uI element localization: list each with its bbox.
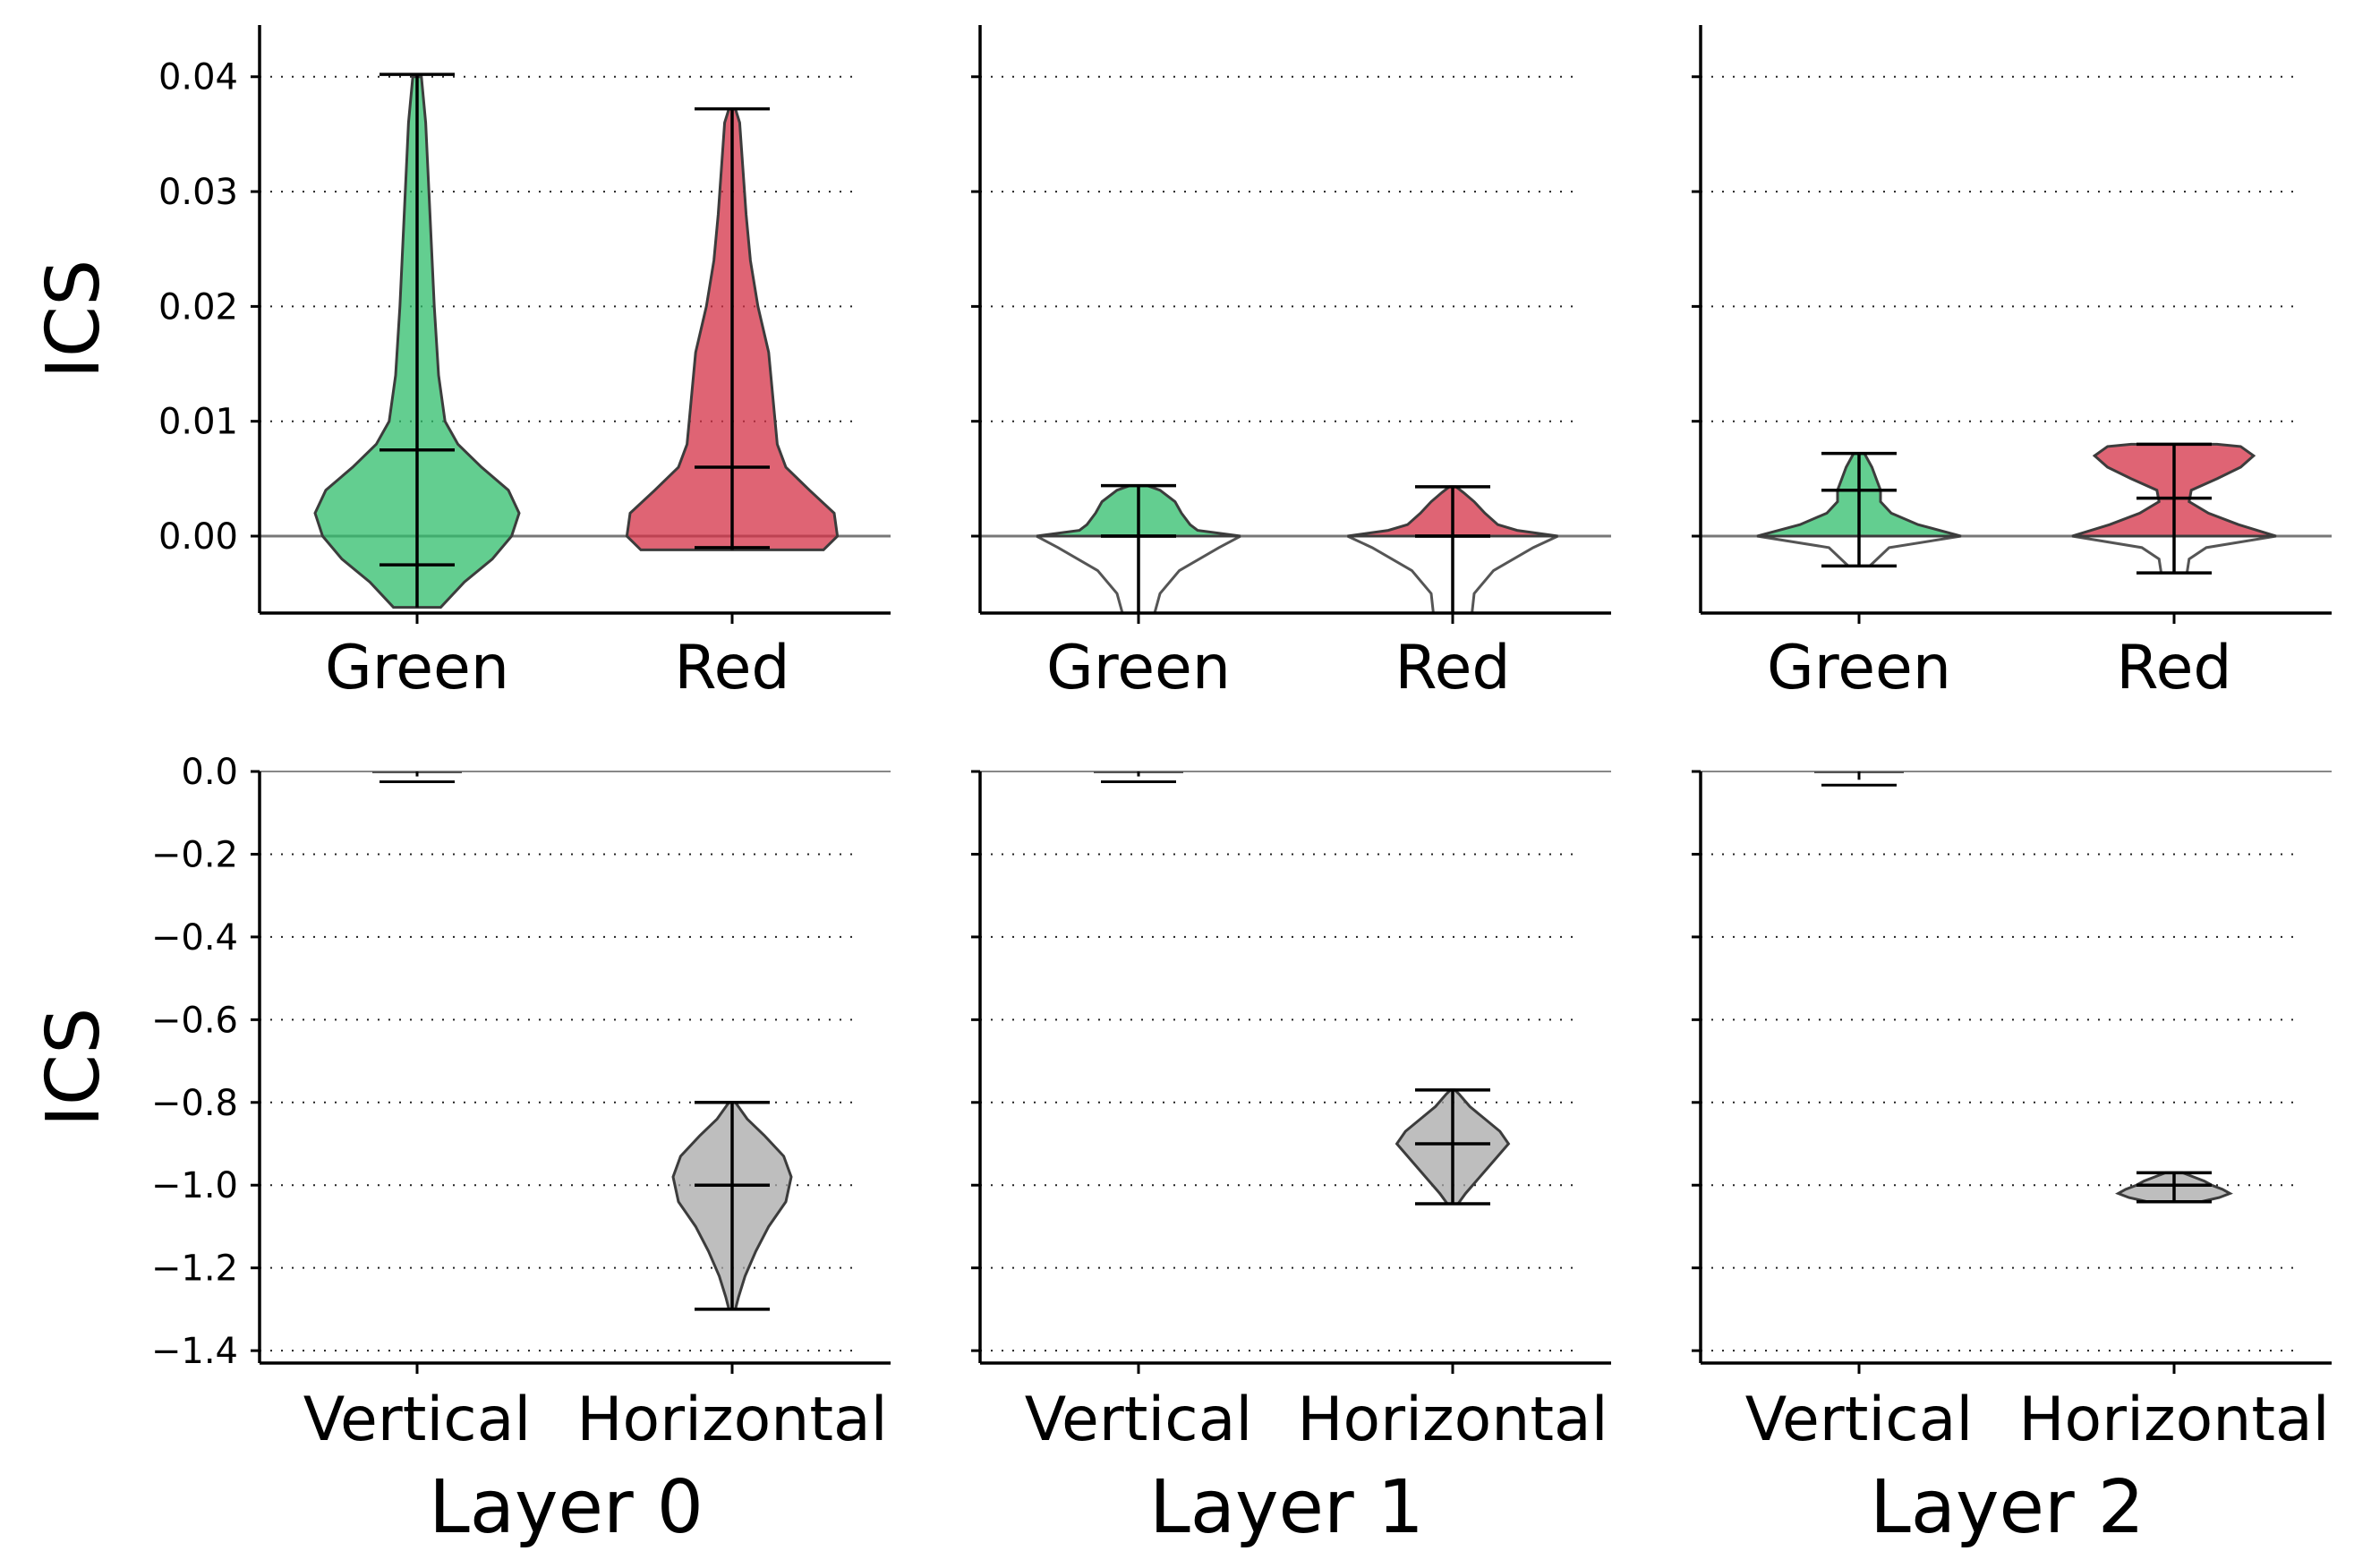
x-tick-label: Green: [1767, 633, 1951, 703]
x-tick-label: Vertical: [303, 1385, 532, 1455]
violin-horizontal: [2115, 1171, 2233, 1204]
violin-green: [1756, 451, 1962, 568]
violin-ghost-outline: [1153, 534, 1241, 614]
violin-vertical: [372, 771, 462, 784]
y-tick-label: 0.03: [158, 172, 238, 213]
panel-1-1: Vertical Horizontal Layer 1: [971, 770, 1611, 1550]
violin-red: [625, 107, 840, 551]
x-tick-label: Horizontal: [1297, 1385, 1608, 1455]
panel-1-0: 0.0 −0.2 −0.4 −0.6 −0.8 −1.0 −1.2 −1.4 Vertical H…: [31, 752, 891, 1550]
y-axis-label: ICS: [31, 260, 116, 379]
panel-0-2: Green Red: [1692, 25, 2332, 703]
x-axis-label: Layer 1: [1149, 1465, 1424, 1550]
violin-ghost-outline: [2185, 534, 2277, 574]
y-tick-label: 0.02: [158, 286, 238, 328]
y-tick-label: −1.4: [151, 1331, 238, 1372]
y-tick-label: −0.2: [151, 834, 238, 875]
y-tick-label: −1.2: [151, 1248, 238, 1290]
violin-red: [2071, 442, 2277, 575]
x-tick-label: Green: [1046, 633, 1231, 703]
y-tick-label: −0.4: [151, 917, 238, 959]
violin-ghost-outline: [1036, 534, 1124, 614]
y-tick-label: −0.8: [151, 1083, 238, 1124]
x-axis-label: Layer 0: [429, 1465, 704, 1550]
y-tick-label: 0.04: [158, 57, 238, 98]
panel-0-1: Green Red: [971, 25, 1611, 703]
x-tick-label: Red: [1394, 633, 1510, 703]
x-tick-label: Horizontal: [576, 1385, 887, 1455]
violin-ghost-outline: [1868, 534, 1962, 567]
y-tick-label: 0.01: [158, 402, 238, 443]
x-tick-label: Vertical: [1745, 1385, 1974, 1455]
x-axis-label: Layer 2: [1870, 1465, 2145, 1550]
x-tick-label: Red: [2116, 633, 2231, 703]
x-tick-label: Vertical: [1025, 1385, 1253, 1455]
violin-vertical: [1094, 771, 1183, 784]
y-tick-label: 0.00: [158, 516, 238, 558]
violin-horizontal: [671, 1101, 793, 1311]
violin-ghost-outline: [1346, 534, 1435, 614]
violin-horizontal: [1394, 1088, 1511, 1206]
y-tick-label: −0.6: [151, 1000, 238, 1041]
violin-vertical: [1814, 771, 1904, 787]
y-axis-label: ICS: [31, 1008, 116, 1128]
violin-green: [1036, 483, 1241, 614]
violin-green: [313, 72, 521, 609]
panel-0-0: 0.00 0.01 0.02 0.03 0.04 Green Red ICS: [31, 25, 891, 703]
violin-ghost-outline: [1756, 534, 1850, 567]
x-tick-label: Horizontal: [2018, 1385, 2329, 1455]
violin-ghost-outline: [1471, 534, 1559, 614]
violin-ghost-outline: [2071, 534, 2163, 574]
y-tick-label: 0.0: [181, 752, 238, 793]
violin-red: [1346, 485, 1559, 614]
x-tick-label: Red: [674, 633, 789, 703]
y-tick-label: −1.0: [151, 1165, 238, 1206]
panel-1-2: Vertical Horizontal Layer 2: [1692, 770, 2332, 1550]
x-tick-label: Green: [325, 633, 509, 703]
